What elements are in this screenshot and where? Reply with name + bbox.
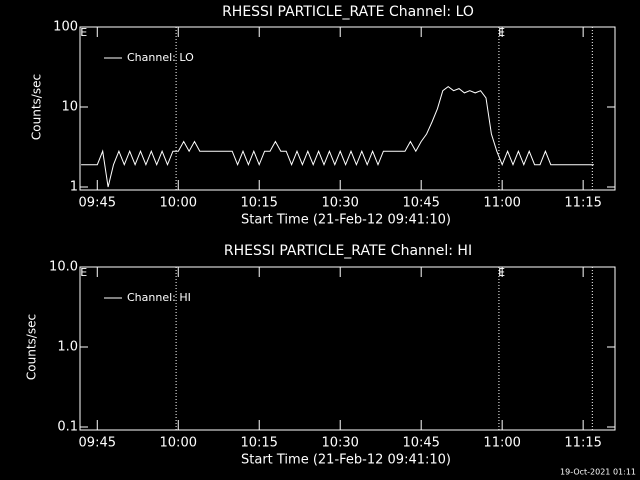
annotation: E [80,266,87,279]
y-tick-label: 10.0 [49,260,78,275]
x-tick-label: 10:00 [160,196,197,211]
chart-title: RHESSI PARTICLE_RATE Channel: LO [222,4,474,20]
x-tick-label: 11:15 [564,196,601,211]
plot-frame [79,26,616,191]
y-tick-label: 100 [53,20,78,35]
x-tick-label: 11:00 [483,196,520,211]
y-tick-label: 1.0 [57,340,78,355]
chart-title: RHESSI PARTICLE_RATE Channel: HI [224,243,472,259]
legend-label: Channel: HI [127,291,191,304]
x-tick-label: 09:45 [79,196,116,211]
y-tick-label: 1 [70,180,78,195]
x-tick-label: 10:45 [402,436,439,451]
annotation: E [498,266,505,279]
annotation: E [80,26,87,39]
x-tick-label: 09:45 [79,436,116,451]
legend-label: Channel: LO [127,51,194,64]
x-tick-label: 10:15 [240,196,277,211]
x-tick-label: 10:00 [160,436,197,451]
y-tick-label: 10 [61,100,78,115]
x-tick-label: 10:30 [321,436,358,451]
y-axis-label: Counts/sec [25,314,39,380]
x-axis-label: Start Time (21-Feb-12 09:41:10) [241,213,451,228]
y-tick-label: 0.1 [57,420,78,435]
x-tick-label: 11:15 [564,436,601,451]
x-axis-label: Start Time (21-Feb-12 09:41:10) [241,453,451,468]
annotation: E [498,26,505,39]
x-tick-label: 10:45 [402,196,439,211]
plot-frame [79,266,616,431]
x-tick-label: 10:30 [321,196,358,211]
footer: 19-Oct-2021 01:11 [560,468,636,477]
data-line [81,85,594,188]
y-axis-label: Counts/sec [30,74,44,140]
x-tick-label: 11:00 [483,436,520,451]
x-tick-label: 10:15 [240,436,277,451]
